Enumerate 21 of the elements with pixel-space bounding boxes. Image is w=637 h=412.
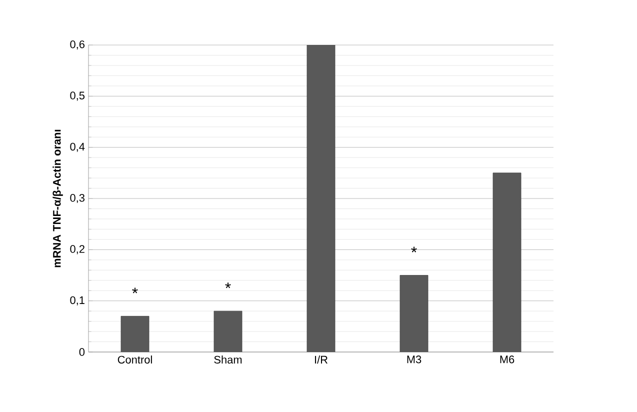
annotation: * xyxy=(225,282,231,288)
bar xyxy=(214,310,242,352)
y-tick-label: 0,5 xyxy=(70,92,85,101)
y-tick-label: 0,1 xyxy=(70,296,84,306)
bar xyxy=(306,45,336,352)
y-tick-label: 0,3 xyxy=(70,194,84,204)
x-tick-label: M6 xyxy=(500,356,514,364)
y-tick-label: 0,2 xyxy=(70,245,84,254)
x-tick-label: I/R xyxy=(315,356,328,364)
annotation: * xyxy=(132,288,138,294)
x-tick-label: Sham xyxy=(214,356,242,364)
y-tick-label: 0,4 xyxy=(70,142,85,152)
annotation: * xyxy=(411,246,417,252)
x-tick-label: M3 xyxy=(407,356,422,364)
y-axis-title: mRNA TNF-α/β-Actin oranı xyxy=(52,130,63,268)
x-tick-label: Control xyxy=(118,356,152,364)
bar xyxy=(120,316,150,352)
bar xyxy=(400,275,428,352)
y-tick-label: 0,6 xyxy=(70,40,84,50)
y-tick-label: 0 xyxy=(79,348,85,356)
bar xyxy=(492,172,522,352)
